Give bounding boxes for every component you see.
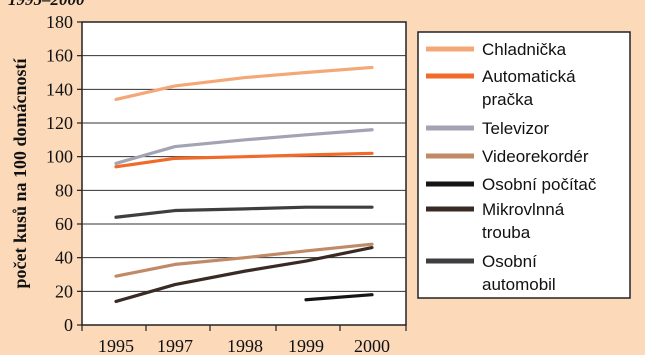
x-tick-label: 1997 bbox=[157, 336, 193, 355]
y-axis-ticks: 0 20 40 60 80 100 120 140 160 180 bbox=[46, 12, 82, 335]
y-tick-label: 140 bbox=[46, 79, 73, 99]
series-line bbox=[114, 242, 374, 278]
x-tick-label: 2000 bbox=[354, 336, 390, 355]
series-line bbox=[304, 293, 374, 302]
x-tick-label: 1998 bbox=[227, 336, 263, 355]
plot-background bbox=[81, 21, 407, 326]
x-axis-ticks: 1995 1997 1998 1999 2000 bbox=[81, 325, 407, 355]
legend-label: Mikrovlnná trouba bbox=[482, 200, 565, 242]
legend-label: Televizor bbox=[482, 119, 549, 138]
legend: Chladnička Automatická pračka Televizor Vide… bbox=[417, 31, 631, 299]
y-tick-label: 0 bbox=[64, 315, 73, 335]
series-lines bbox=[114, 65, 374, 304]
y-tick-label: 20 bbox=[55, 281, 73, 301]
x-tick-label: 1999 bbox=[288, 336, 324, 355]
x-tick-label: 1995 bbox=[98, 336, 134, 355]
series-line bbox=[114, 65, 374, 102]
legend-label: Osobní počítač bbox=[482, 175, 597, 194]
legend-label: Chladnička bbox=[482, 40, 567, 59]
series-line bbox=[114, 205, 374, 219]
legend-label: Automatická pračka bbox=[482, 67, 576, 109]
series-line bbox=[114, 245, 374, 304]
y-tick-label: 80 bbox=[55, 180, 73, 200]
y-tick-label: 60 bbox=[55, 214, 73, 234]
chart-title: 1995–2000 bbox=[8, 0, 85, 9]
series-line bbox=[114, 151, 374, 169]
y-tick-label: 180 bbox=[46, 12, 73, 32]
y-tick-label: 160 bbox=[46, 46, 73, 66]
y-tick-label: 40 bbox=[55, 248, 73, 268]
y-tick-label: 120 bbox=[46, 113, 73, 133]
y-axis-label: počet kusů na 100 domácností bbox=[10, 57, 30, 288]
legend-label: Osobní automobil bbox=[482, 252, 556, 294]
legend-label: Videorekordér bbox=[482, 147, 589, 166]
series-line bbox=[114, 128, 374, 165]
y-tick-label: 100 bbox=[46, 147, 73, 167]
